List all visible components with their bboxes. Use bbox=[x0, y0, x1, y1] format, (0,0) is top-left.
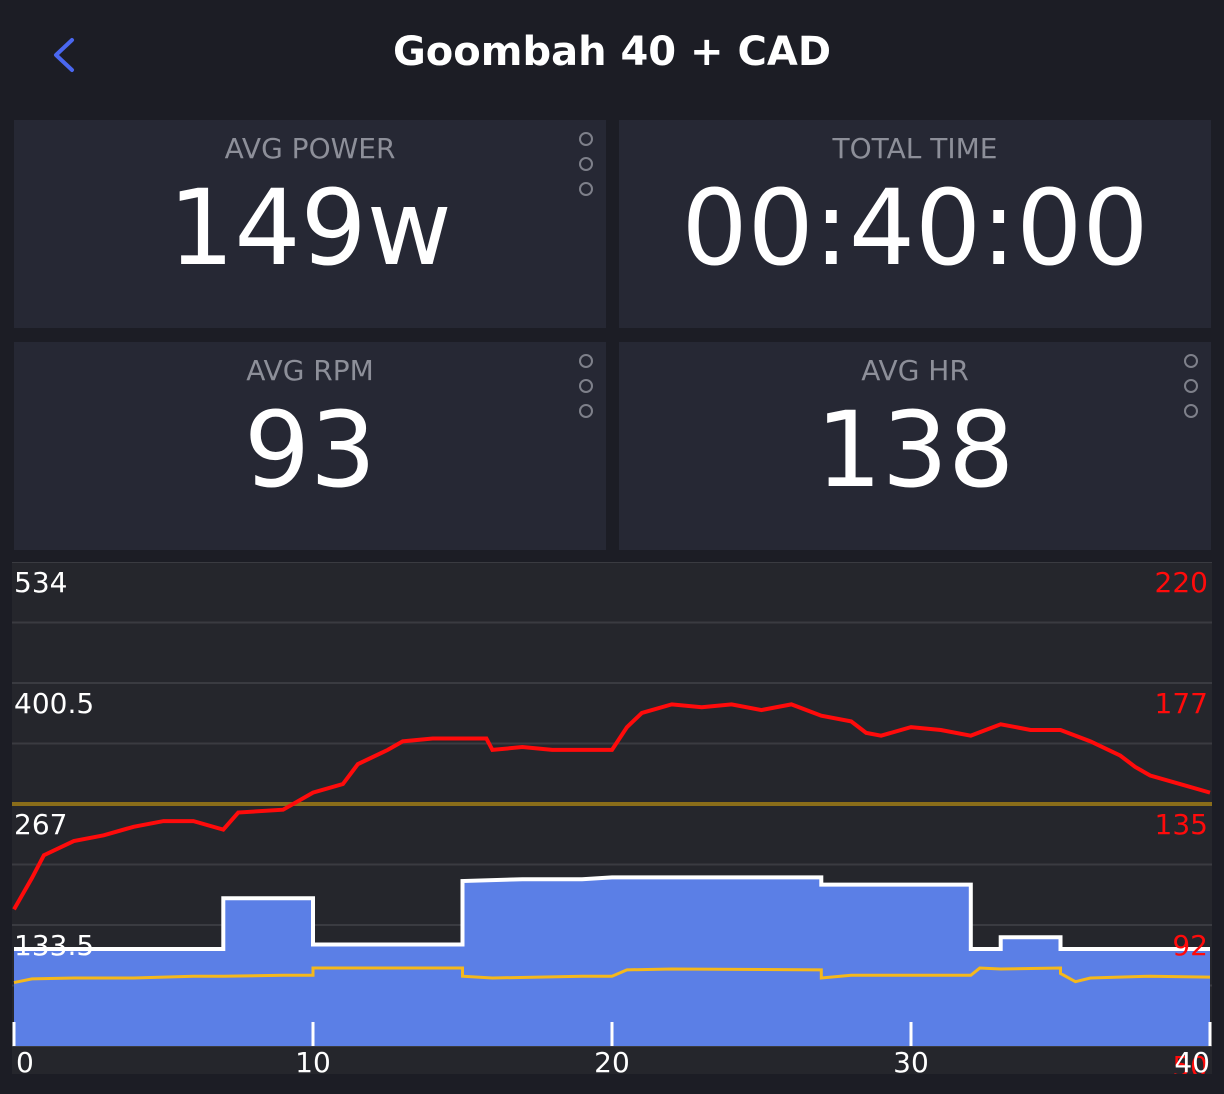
x-tick-label: 40 bbox=[1174, 1046, 1210, 1074]
dot-icon bbox=[579, 379, 593, 393]
dot-icon bbox=[579, 157, 593, 171]
power-area bbox=[14, 877, 1210, 1046]
y-left-tick-label: 267 bbox=[14, 808, 67, 841]
x-tick-label: 10 bbox=[295, 1046, 331, 1074]
y-left-tick-label: 133.5 bbox=[14, 929, 94, 962]
x-tick-label: 0 bbox=[16, 1046, 34, 1074]
more-options-button[interactable] bbox=[578, 354, 594, 422]
total-time-value: 00:40:00 bbox=[681, 167, 1149, 289]
workout-chart: 534 400.5 267 133.5 220 177 135 92 50 0 10 20 30 40 bbox=[12, 561, 1212, 1083]
avg-hr-value: 138 bbox=[815, 389, 1015, 511]
total-time-card: TOTAL TIME 00:40:00 bbox=[619, 120, 1211, 328]
dot-icon bbox=[579, 182, 593, 196]
power-line bbox=[14, 875, 1210, 952]
header: Goombah 40 + CAD bbox=[0, 0, 1224, 104]
avg-rpm-card: AVG RPM 93 bbox=[14, 342, 606, 550]
dot-icon bbox=[579, 354, 593, 368]
avg-rpm-value: 93 bbox=[243, 389, 377, 511]
y-right-tick-label: 92 bbox=[1172, 929, 1208, 962]
x-tick-label: 30 bbox=[893, 1046, 929, 1074]
total-time-label: TOTAL TIME bbox=[832, 132, 998, 165]
page-title: Goombah 40 + CAD bbox=[392, 29, 832, 75]
back-button[interactable] bbox=[40, 28, 88, 80]
dot-icon bbox=[1184, 379, 1198, 393]
heart-rate-line bbox=[12, 702, 1211, 911]
avg-hr-label: AVG HR bbox=[861, 354, 969, 387]
chevron-left-icon bbox=[54, 38, 74, 72]
y-right-tick-label: 220 bbox=[1155, 566, 1208, 599]
avg-power-value: 149w bbox=[168, 167, 452, 289]
dot-icon bbox=[1184, 354, 1198, 368]
avg-power-card: AVG POWER 149w bbox=[14, 120, 606, 328]
avg-hr-card: AVG HR 138 bbox=[619, 342, 1211, 550]
dot-icon bbox=[579, 404, 593, 418]
more-options-button[interactable] bbox=[1183, 354, 1199, 422]
cadence-line bbox=[13, 966, 1211, 985]
y-right-tick-label: 135 bbox=[1155, 808, 1208, 841]
dot-icon bbox=[1184, 404, 1198, 418]
avg-rpm-label: AVG RPM bbox=[246, 354, 374, 387]
dot-icon bbox=[579, 132, 593, 146]
avg-power-label: AVG POWER bbox=[224, 132, 396, 165]
y-left-tick-label: 400.5 bbox=[14, 687, 94, 720]
x-tick-label: 20 bbox=[594, 1046, 630, 1074]
y-left-tick-label: 534 bbox=[14, 566, 67, 599]
y-right-tick-label: 177 bbox=[1155, 687, 1208, 720]
more-options-button[interactable] bbox=[578, 132, 594, 200]
